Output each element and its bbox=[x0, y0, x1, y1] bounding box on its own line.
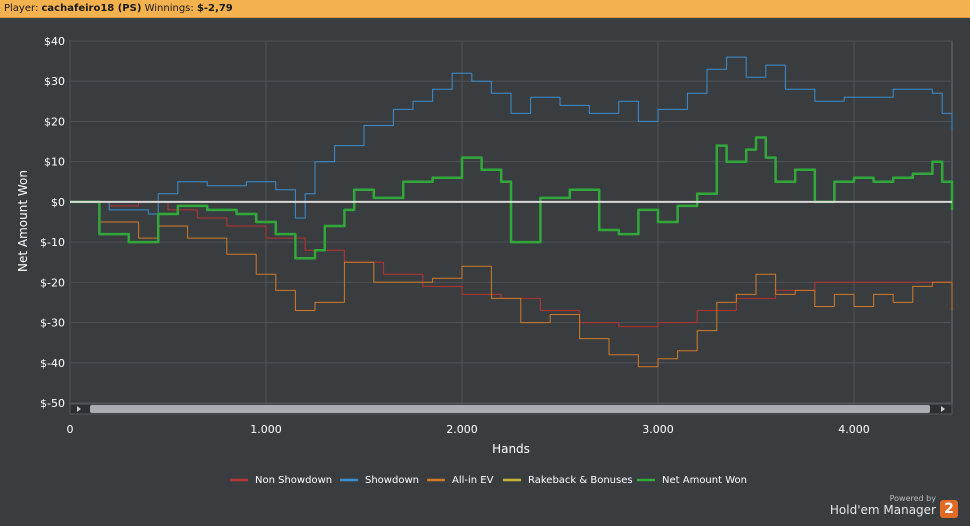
y-tick-label: $0 bbox=[51, 196, 65, 209]
winnings-label: Winnings: bbox=[144, 3, 194, 14]
y-tick-label: $-10 bbox=[40, 236, 65, 249]
player-name: cachafeiro18 (PS) bbox=[41, 3, 142, 14]
hm2-logo-icon: 2 bbox=[940, 500, 958, 518]
series-non-showdown bbox=[70, 201, 953, 328]
x-tick-label: 3.000 bbox=[642, 423, 674, 436]
y-tick-label: $10 bbox=[44, 156, 65, 169]
x-axis-ticks: 0 1.000 2.000 3.000 4.000 bbox=[67, 423, 870, 436]
legend-item[interactable]: Showdown bbox=[340, 475, 419, 486]
series-all-in-ev bbox=[70, 201, 953, 368]
player-header-bar: Player: cachafeiro18 (PS) Winnings: $-2,… bbox=[0, 0, 970, 18]
net-won-chart: $40 $30 $20 $10 $0 $-10 $-20 $-30 $-40 $-50 0 1.00… bbox=[16, 35, 954, 486]
y-tick-label: $30 bbox=[44, 75, 65, 88]
branding: Powered by Hold'em Manager bbox=[830, 494, 936, 517]
scroll-left-icon[interactable] bbox=[77, 406, 81, 412]
powered-by-text: Powered by bbox=[889, 494, 936, 503]
scroll-right-icon[interactable] bbox=[941, 406, 945, 412]
legend-item[interactable]: Rakeback & Bonuses bbox=[503, 475, 633, 486]
y-axis-title: Net Amount Won bbox=[16, 170, 30, 272]
y-tick-label: $-30 bbox=[40, 317, 65, 330]
player-label: Player: bbox=[4, 3, 39, 14]
legend-item[interactable]: Net Amount Won bbox=[637, 475, 747, 486]
x-tick-label: 1.000 bbox=[250, 423, 282, 436]
legend-label: Non Showdown bbox=[255, 475, 332, 486]
legend-label: All-in EV bbox=[452, 475, 494, 486]
grid bbox=[69, 40, 952, 404]
legend-label: Net Amount Won bbox=[662, 475, 747, 486]
y-tick-label: $20 bbox=[44, 115, 65, 128]
horizontal-scrollbar[interactable] bbox=[69, 403, 953, 415]
legend-item[interactable]: Non Showdown bbox=[230, 475, 332, 486]
product-name: Hold'em Manager bbox=[829, 503, 936, 517]
y-tick-label: $-50 bbox=[40, 397, 65, 410]
legend-item[interactable]: All-in EV bbox=[427, 475, 494, 486]
series-net-amount-won bbox=[70, 136, 954, 260]
x-tick-label: 4.000 bbox=[838, 423, 870, 436]
legend: Non Showdown Showdown All-in EV Rakeback & … bbox=[230, 475, 747, 486]
y-tick-label: $40 bbox=[44, 35, 65, 48]
legend-label: Showdown bbox=[365, 475, 419, 486]
x-tick-label: 2.000 bbox=[446, 423, 478, 436]
series-showdown bbox=[70, 56, 953, 219]
y-tick-label: $-40 bbox=[40, 357, 65, 370]
x-axis-title: Hands bbox=[492, 442, 530, 456]
legend-label: Rakeback & Bonuses bbox=[528, 475, 633, 486]
scrollbar-thumb[interactable] bbox=[90, 405, 930, 413]
x-tick-label: 0 bbox=[67, 423, 74, 436]
y-axis-ticks: $40 $30 $20 $10 $0 $-10 $-20 $-30 $-40 $-50 bbox=[40, 35, 65, 410]
winnings-value: $-2,79 bbox=[196, 3, 233, 14]
y-tick-label: $-20 bbox=[40, 276, 65, 289]
